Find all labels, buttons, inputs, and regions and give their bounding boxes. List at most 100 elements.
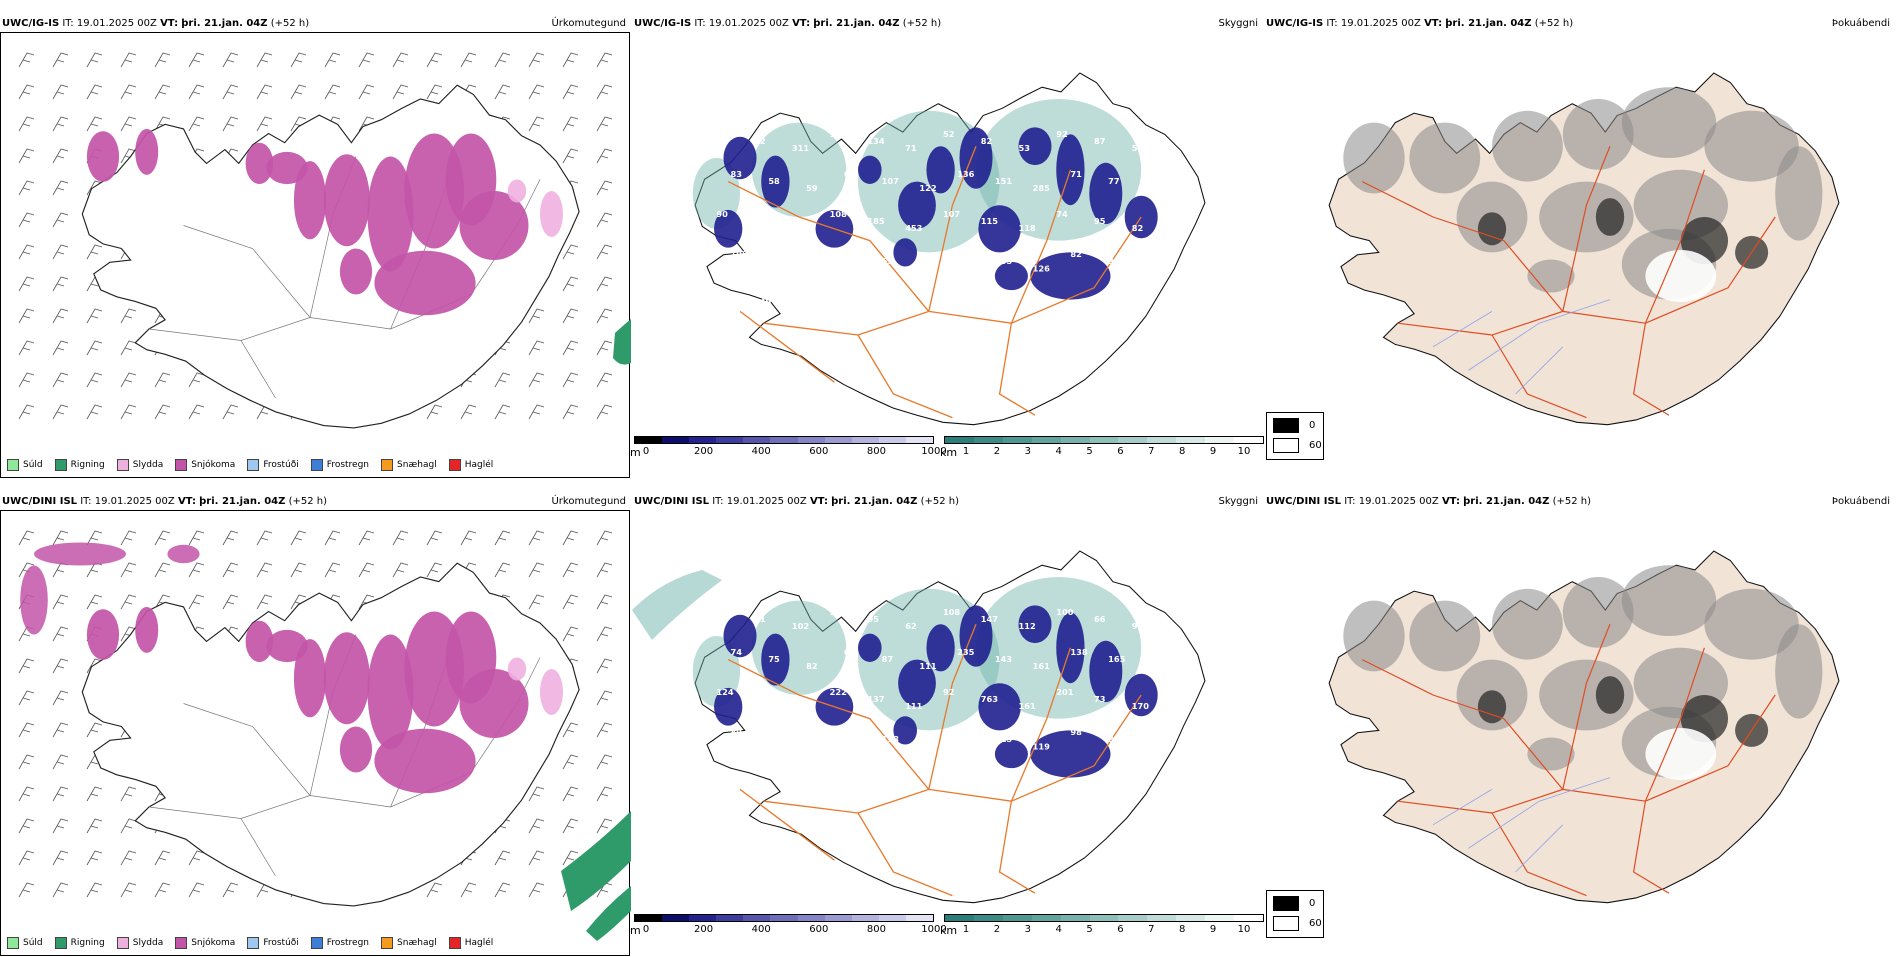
precip-legend-item: Frostúði bbox=[247, 459, 299, 471]
wind-barb bbox=[596, 722, 613, 738]
wind-barb bbox=[528, 404, 545, 420]
wind-barb bbox=[188, 594, 205, 610]
colorbar-tick: 3 bbox=[1024, 446, 1031, 457]
wind-barb bbox=[426, 84, 443, 100]
fog-legend-swatch bbox=[1273, 896, 1299, 911]
wind-barb bbox=[154, 882, 171, 898]
visibility-value: 12 bbox=[754, 136, 766, 146]
wind-barb bbox=[596, 340, 613, 356]
wind-barb bbox=[596, 244, 613, 260]
it-label: IT: bbox=[80, 496, 92, 507]
visibility-value: 92 bbox=[943, 687, 955, 697]
visibility-value: 259 bbox=[1146, 661, 1163, 671]
visibility-value: 87 bbox=[882, 654, 894, 664]
wind-barb bbox=[256, 84, 273, 100]
lead-time: (+52 h) bbox=[270, 18, 310, 29]
wind-barb bbox=[460, 52, 477, 68]
visibility-value: 84 bbox=[957, 249, 969, 259]
wind-barb bbox=[120, 52, 137, 68]
snow-area bbox=[86, 131, 120, 182]
wind-barb bbox=[562, 818, 579, 834]
wind-barb bbox=[528, 308, 545, 324]
road-line bbox=[1491, 334, 1587, 419]
wind-barb bbox=[154, 404, 171, 420]
model-name: UWC/IG-IS bbox=[2, 18, 60, 29]
lead-time: (+52 h) bbox=[288, 496, 328, 507]
rain-area bbox=[586, 886, 631, 941]
visibility-value: 274 bbox=[957, 727, 974, 737]
visibility-value: 103 bbox=[768, 734, 785, 744]
wind-barb bbox=[18, 690, 35, 706]
legend-label: Haglél bbox=[464, 460, 494, 470]
visibility-value: 118 bbox=[1018, 223, 1035, 233]
panel-header: UWC/IG-IS IT: 19.01.2025 00Z VT: þri. 21… bbox=[2, 18, 309, 30]
visibility-value: 74 bbox=[1056, 209, 1068, 219]
road-line bbox=[739, 310, 835, 383]
panel-header: UWC/DINI ISL IT: 19.01.2025 00Z VT: þri.… bbox=[2, 496, 327, 508]
wind-barb bbox=[222, 116, 239, 132]
road-line bbox=[1010, 647, 1072, 802]
colorbar-tick: 1 bbox=[962, 924, 970, 935]
wind-barb bbox=[392, 562, 409, 578]
visibility-value: 161 bbox=[1033, 661, 1050, 671]
colorbar-segment bbox=[716, 437, 744, 443]
visibility-value: 59 bbox=[806, 183, 818, 193]
wind-barb bbox=[18, 754, 35, 770]
precip-legend-item: Snæhagl bbox=[381, 459, 437, 471]
wind-barb bbox=[120, 340, 137, 356]
legend-swatch bbox=[175, 937, 188, 949]
visibility-value: 107 bbox=[882, 176, 899, 186]
precip-legend-item: Haglél bbox=[448, 459, 494, 471]
wind-barb bbox=[52, 754, 69, 770]
visibility-value: 139 bbox=[792, 701, 809, 711]
it-value: 19.01.2025 00Z bbox=[1340, 18, 1421, 29]
colorbar-m-unit: m bbox=[630, 924, 641, 937]
visibility-value: 285 bbox=[1033, 183, 1050, 193]
visibility-value: 102 bbox=[792, 621, 809, 631]
colorbar-segment bbox=[1031, 915, 1061, 921]
legend-label: Frostregn bbox=[326, 460, 370, 470]
low-visibility-area bbox=[723, 136, 757, 180]
wind-barb bbox=[52, 786, 69, 802]
road-line bbox=[798, 694, 930, 790]
wind-barb bbox=[188, 530, 205, 546]
fog-shade bbox=[1562, 577, 1634, 648]
visibility-value: 107 bbox=[844, 727, 861, 737]
colorbar-m-unit: m bbox=[630, 446, 641, 459]
it-value: 19.01.2025 00Z bbox=[76, 18, 157, 29]
low-visibility-area bbox=[898, 659, 936, 707]
wind-barb bbox=[596, 372, 613, 388]
colorbar-segment bbox=[1118, 915, 1148, 921]
wind-barb bbox=[596, 148, 613, 164]
wind-barb bbox=[528, 116, 545, 132]
visibility-value: 62 bbox=[905, 621, 917, 631]
visibility-value: 118 bbox=[882, 734, 899, 744]
wind-barb bbox=[256, 530, 273, 546]
fog-panel-row1: UWC/IG-IS IT: 19.01.2025 00Z VT: þri. 21… bbox=[1264, 18, 1894, 478]
wind-barb bbox=[358, 530, 375, 546]
vt-value: þri. 21.jan. 04Z bbox=[199, 496, 286, 507]
wind-barb bbox=[52, 276, 69, 292]
wind-barb bbox=[154, 52, 171, 68]
snow-area bbox=[323, 154, 370, 247]
legend-swatch bbox=[247, 459, 260, 471]
road-line bbox=[763, 216, 1142, 336]
visibility-map: 151 12 311 108 134 71 52 82 53 92 87 54 83 58 59 64 107 1… bbox=[632, 32, 1262, 478]
wind-barb bbox=[562, 308, 579, 324]
wind-barb bbox=[52, 148, 69, 164]
colorbar-segment bbox=[1089, 915, 1119, 921]
fog-map-svg bbox=[1328, 550, 1840, 904]
low-visibility-area bbox=[1030, 252, 1111, 300]
wind-barb bbox=[188, 882, 205, 898]
wind-barb bbox=[52, 530, 69, 546]
visibility-map: 126 71 102 55 95 62 108 147 112 100 66 91 74 75 82 65 87… bbox=[632, 510, 1262, 956]
fog-shade bbox=[1343, 122, 1405, 194]
wind-barb bbox=[290, 52, 307, 68]
low-visibility-area bbox=[926, 146, 955, 194]
fog-shade bbox=[1562, 99, 1634, 170]
colorbar-km-bar bbox=[944, 436, 1264, 444]
wind-barb bbox=[18, 850, 35, 866]
low-visibility-area bbox=[893, 716, 917, 745]
visibility-value: 55 bbox=[830, 607, 842, 617]
it-value: 19.01.2025 00Z bbox=[726, 496, 807, 507]
